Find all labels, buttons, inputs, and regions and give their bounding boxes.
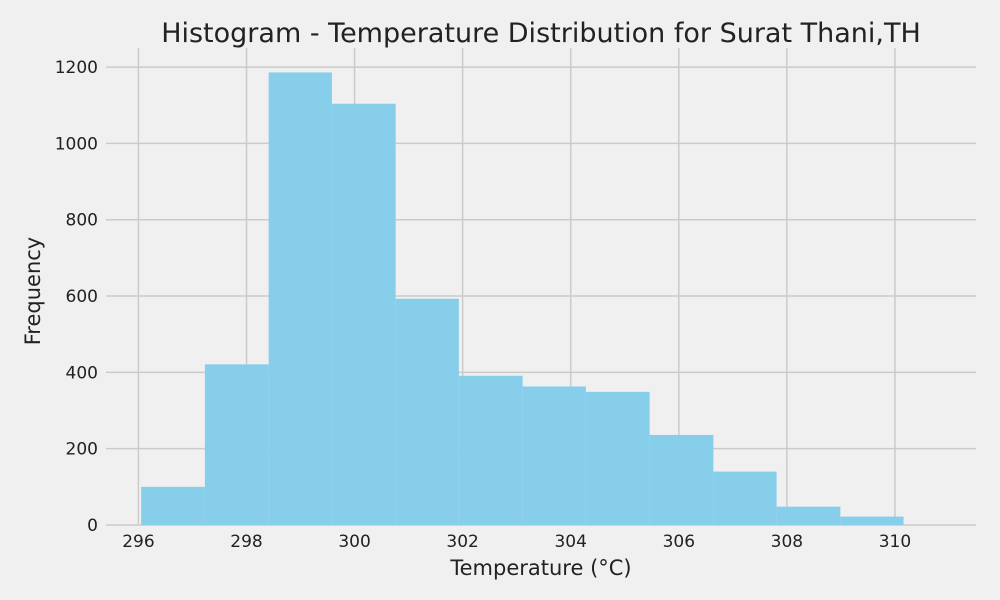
x-tick-label: 310 [879,532,911,552]
histogram-bar [204,364,269,525]
x-tick-label: 306 [663,532,695,552]
chart-title: Histogram - Temperature Distribution for… [161,18,921,49]
y-tick-label: 400 [66,363,98,383]
histogram-bar [649,434,714,525]
histogram-bar [458,375,523,525]
x-tick-label: 300 [338,532,370,552]
x-tick-label: 304 [554,532,586,552]
histogram-bar [776,506,841,525]
y-tick-label: 200 [66,440,98,460]
x-tick-label: 296 [122,532,154,552]
histogram-bar [331,103,396,526]
x-tick-label: 308 [771,532,803,552]
x-tick-label: 302 [446,532,478,552]
histogram-bar [522,386,586,525]
y-tick-label: 1200 [55,58,98,78]
histogram-bar [713,471,777,525]
y-tick-label: 1000 [55,134,98,154]
x-axis-title: Temperature (°C) [449,556,631,580]
histogram-bar [840,516,904,525]
histogram-bar [268,72,332,526]
y-tick-label: 0 [87,516,98,536]
y-tick-labels: 0 200 400 600 800 1000 1200 [55,58,98,536]
histogram-bars [141,72,904,526]
y-tick-label: 800 [66,211,98,231]
x-tick-label: 298 [230,532,262,552]
histogram-bar [585,391,650,525]
y-axis-title: Frequency [21,237,45,346]
histogram-bar [141,486,205,525]
histogram-bar [395,298,459,525]
x-tick-labels: 296 298 300 302 304 306 308 310 [122,532,911,552]
y-tick-label: 600 [66,287,98,307]
